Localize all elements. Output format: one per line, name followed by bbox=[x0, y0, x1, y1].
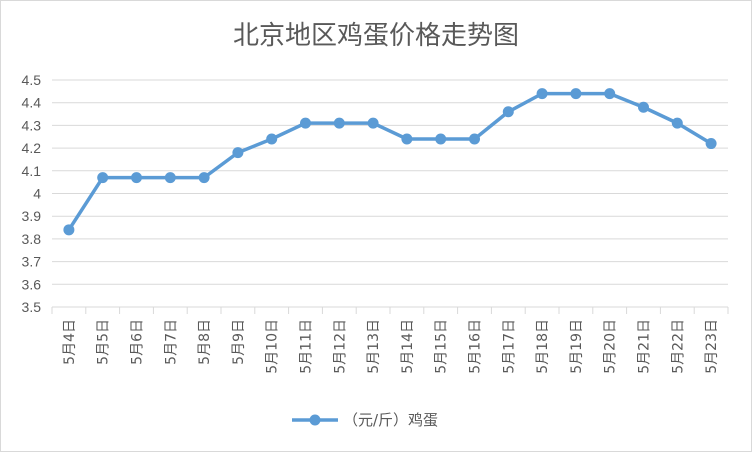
x-tick-label: 5月21日 bbox=[637, 319, 653, 374]
data-point bbox=[266, 133, 278, 145]
y-tick-label: 3.8 bbox=[22, 231, 42, 247]
y-tick-label: 4.1 bbox=[22, 163, 42, 179]
legend-label: （元/斤）鸡蛋 bbox=[343, 411, 438, 429]
series-line bbox=[67, 91, 713, 232]
x-tick-label: 5月18日 bbox=[535, 319, 551, 374]
data-point bbox=[198, 172, 210, 184]
y-tick-label: 3.6 bbox=[22, 276, 42, 292]
y-axis-ticks: 3.5 3.6 3.7 3.8 3.9 4 4.1 4.2 4.3 4.4 4.5 bbox=[22, 72, 42, 315]
x-tick-label: 5月20日 bbox=[603, 319, 619, 374]
x-tick-label: 5月5日 bbox=[96, 319, 112, 365]
data-point bbox=[97, 172, 109, 184]
data-point bbox=[671, 117, 683, 129]
data-point bbox=[300, 117, 311, 129]
data-point bbox=[705, 138, 717, 150]
y-tick-label: 4.4 bbox=[22, 95, 42, 111]
x-tick-label: 5月13日 bbox=[366, 319, 382, 374]
data-point bbox=[63, 224, 75, 236]
x-tick-label: 5月15日 bbox=[434, 319, 450, 374]
series-layer bbox=[63, 88, 717, 236]
y-tick-label: 3.9 bbox=[22, 208, 42, 224]
y-tick-label: 4.2 bbox=[22, 140, 42, 156]
chart-title: 北京地区鸡蛋价格走势图 bbox=[233, 21, 519, 51]
legend-point-marker bbox=[309, 414, 321, 426]
y-tick-label: 3.7 bbox=[22, 254, 42, 270]
data-point bbox=[469, 133, 480, 145]
data-point bbox=[232, 147, 244, 159]
data-point bbox=[435, 133, 447, 145]
y-tick-label: 4.5 bbox=[22, 72, 42, 88]
x-tick-label: 5月19日 bbox=[569, 319, 585, 374]
data-point bbox=[638, 101, 649, 113]
gridlines bbox=[52, 79, 728, 308]
x-tick-label: 5月10日 bbox=[265, 319, 281, 374]
y-tick-label: 4 bbox=[33, 186, 41, 202]
x-axis bbox=[51, 306, 729, 314]
legend: （元/斤）鸡蛋 bbox=[292, 411, 438, 429]
x-tick-label: 5月23日 bbox=[704, 319, 720, 374]
data-point bbox=[131, 172, 142, 184]
x-tick-label: 5月4日 bbox=[62, 319, 78, 365]
x-tick-label: 5月22日 bbox=[670, 319, 686, 374]
x-tick-label: 5月14日 bbox=[400, 319, 416, 374]
x-axis-ticks: 5月4日 5月5日 5月6日 5月7日 5月8日 5月9日 5月10日 5月11日 5月12日 5… bbox=[62, 319, 720, 374]
data-point bbox=[333, 117, 345, 129]
x-tick-label: 5月16日 bbox=[468, 319, 484, 374]
x-tick-label: 5月17日 bbox=[501, 319, 517, 374]
x-tick-label: 5月9日 bbox=[231, 319, 247, 365]
x-tick-label: 5月11日 bbox=[299, 319, 315, 374]
data-point bbox=[367, 117, 379, 129]
data-point bbox=[536, 88, 548, 100]
data-point bbox=[502, 106, 514, 118]
x-tick-label: 5月12日 bbox=[332, 319, 348, 374]
x-tick-label: 5月7日 bbox=[163, 319, 179, 365]
data-point bbox=[570, 88, 582, 100]
y-tick-label: 3.5 bbox=[22, 299, 42, 315]
x-tick-label: 5月8日 bbox=[197, 319, 213, 365]
data-point bbox=[604, 88, 616, 100]
x-tick-label: 5月6日 bbox=[130, 319, 146, 365]
data-point bbox=[401, 133, 413, 145]
data-point bbox=[164, 172, 176, 184]
y-tick-label: 4.3 bbox=[22, 117, 42, 133]
